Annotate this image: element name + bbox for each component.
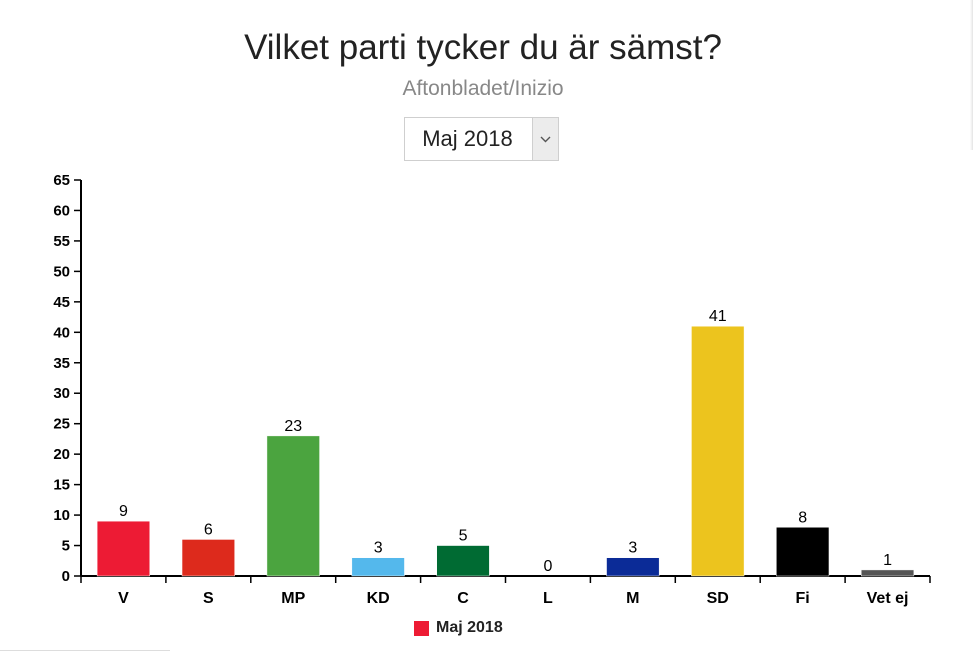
y-tick-label: 40 [53, 324, 70, 341]
period-select-value: Maj 2018 [422, 126, 513, 151]
legend[interactable]: Maj 2018 [414, 619, 503, 637]
data-label: 1 [883, 552, 892, 569]
divider [0, 650, 170, 651]
chart-title: Vilket parti tycker du är sämst? [244, 28, 722, 67]
y-tick-label: 25 [53, 416, 70, 433]
y-tick-label: 15 [53, 477, 70, 494]
y-tick-label: 5 [62, 538, 70, 555]
x-axis: V S MP KD C L M SD Fi Vet ej [80, 575, 931, 607]
x-tick-label: M [626, 590, 639, 607]
period-select[interactable]: Maj 2018 [404, 117, 559, 161]
x-tick-label: S [203, 590, 214, 607]
y-tick-label: 50 [53, 263, 70, 280]
x-tick-label: MP [281, 590, 305, 607]
y-tick-label: 55 [53, 233, 70, 250]
data-label: 0 [543, 558, 552, 575]
y-tick-label: 20 [53, 446, 70, 463]
y-tick-label: 45 [53, 294, 70, 311]
data-label: 23 [284, 418, 302, 435]
bars: 9 6 23 3 5 0 3 41 8 1 [96, 308, 915, 577]
y-tick-label: 65 [53, 172, 70, 189]
x-tick-label: Fi [796, 590, 810, 607]
x-tick-label: SD [707, 590, 729, 607]
bar [351, 557, 405, 577]
legend-swatch [414, 620, 429, 636]
data-label: 9 [119, 503, 128, 520]
bar [691, 325, 745, 577]
data-label: 8 [798, 509, 807, 526]
x-tick-label: KD [367, 590, 390, 607]
x-tick-label: V [118, 590, 129, 607]
data-label: 3 [628, 540, 637, 557]
data-label: 41 [709, 308, 727, 325]
y-tick-label: 10 [53, 507, 70, 524]
x-tick-label: C [457, 590, 469, 607]
y-axis: 0 5 10 15 20 25 30 35 40 45 50 55 60 65 [53, 172, 82, 585]
bar [436, 545, 490, 577]
bar [776, 527, 830, 577]
y-tick-label: 60 [53, 202, 70, 219]
x-tick-label: L [543, 590, 553, 607]
legend-label: Maj 2018 [436, 619, 503, 636]
data-label: 6 [204, 521, 213, 538]
y-tick-label: 30 [53, 385, 70, 402]
y-tick-label: 0 [62, 568, 70, 585]
bar [96, 520, 151, 577]
bar [606, 557, 660, 577]
bar [266, 435, 320, 577]
bar [181, 539, 235, 577]
bar [860, 569, 915, 577]
data-label: 3 [374, 540, 383, 557]
chart-subtitle: Aftonbladet/Inizio [402, 77, 564, 100]
x-tick-label: Vet ej [867, 590, 909, 607]
data-label: 5 [459, 528, 468, 545]
y-tick-label: 35 [53, 355, 70, 372]
scroll-edge [970, 0, 973, 150]
chevron-down-icon[interactable] [532, 118, 558, 160]
